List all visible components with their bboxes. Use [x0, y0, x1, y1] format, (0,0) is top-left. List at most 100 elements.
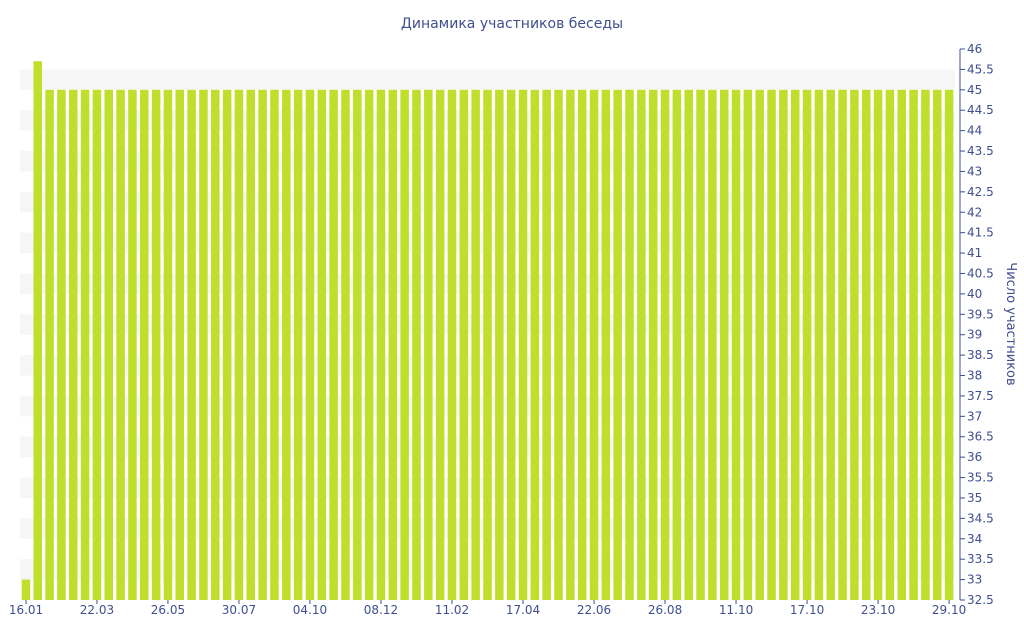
- y-tick-label: 45: [967, 83, 982, 97]
- x-tick-label: 26.08: [648, 603, 682, 617]
- bar: [447, 89, 457, 600]
- bar: [92, 89, 102, 600]
- bar: [802, 89, 812, 600]
- y-tick-label: 34: [967, 532, 982, 546]
- y-tick-label: 36: [967, 450, 982, 464]
- bar: [637, 89, 646, 600]
- y-tick-label: 44: [967, 124, 982, 138]
- bar: [151, 89, 161, 600]
- bar: [376, 89, 386, 600]
- bar: [116, 89, 125, 600]
- y-tick-label: 41: [967, 246, 982, 260]
- bar: [577, 89, 587, 600]
- bar: [660, 89, 670, 600]
- y-tick-label: 33: [967, 573, 982, 587]
- bar: [258, 89, 267, 600]
- y-axis-ticks: 32.5 33 33.5 34 34.5 35 35.5 36 36.5 37 37.5 38 38.5…: [960, 42, 994, 607]
- bar: [293, 89, 303, 600]
- bar: [731, 89, 741, 600]
- bar: [885, 89, 895, 600]
- bar: [140, 89, 149, 600]
- y-tick-label: 38: [967, 369, 982, 383]
- bar: [530, 89, 540, 600]
- bar: [282, 89, 291, 600]
- bar: [45, 89, 54, 600]
- bar: [944, 89, 954, 600]
- y-tick-label: 43: [967, 164, 982, 178]
- x-tick-label: 04.10: [293, 603, 327, 617]
- bar: [826, 89, 835, 600]
- bar: [861, 89, 871, 600]
- x-tick-label: 17.10: [790, 603, 824, 617]
- bar: [743, 89, 753, 600]
- bar: [329, 89, 338, 600]
- bar: [790, 89, 800, 600]
- bar: [779, 89, 788, 600]
- bar: [495, 89, 504, 600]
- bar: [364, 89, 374, 600]
- bar: [175, 89, 185, 600]
- bar: [388, 89, 398, 600]
- bar: [104, 89, 114, 600]
- bar: [601, 89, 611, 600]
- bar: [270, 89, 279, 600]
- bar: [506, 89, 516, 600]
- bar: [850, 89, 859, 600]
- bar: [589, 89, 599, 600]
- y-tick-label: 36.5: [967, 430, 994, 444]
- y-tick-label: 42: [967, 205, 982, 219]
- bar: [187, 89, 196, 600]
- y-tick-label: 37.5: [967, 389, 994, 403]
- bar: [648, 89, 658, 600]
- x-tick-label: 11.02: [435, 603, 469, 617]
- y-tick-label: 40: [967, 287, 982, 301]
- y-tick-label: 35.5: [967, 471, 994, 485]
- y-tick-label: 40.5: [967, 266, 994, 280]
- y-tick-label: 41.5: [967, 226, 994, 240]
- x-tick-label: 16.01: [9, 603, 43, 617]
- bar: [234, 89, 244, 600]
- x-tick-label: 08.12: [364, 603, 398, 617]
- y-tick-label: 46: [967, 42, 982, 56]
- bar: [471, 89, 480, 600]
- bar: [211, 89, 220, 600]
- bar: [222, 89, 232, 600]
- bar: [246, 89, 256, 600]
- bar: [33, 61, 43, 601]
- bar: [199, 89, 208, 600]
- x-tick-label: 17.04: [506, 603, 540, 617]
- bar: [873, 89, 883, 600]
- y-tick-label: 42.5: [967, 185, 994, 199]
- bar: [932, 89, 942, 600]
- bar: [921, 89, 930, 600]
- y-tick-label: 43.5: [967, 144, 994, 158]
- x-tick-label: 11.10: [719, 603, 753, 617]
- bar: [69, 89, 78, 600]
- y-tick-label: 44.5: [967, 103, 994, 117]
- y-tick-label: 37: [967, 409, 982, 423]
- y-tick-label: 39: [967, 328, 982, 342]
- x-tick-label: 23.10: [861, 603, 895, 617]
- bar: [566, 89, 575, 600]
- bar: [554, 89, 563, 600]
- x-tick-label: 29.10: [932, 603, 966, 617]
- bar: [684, 89, 693, 600]
- bar: [613, 89, 622, 600]
- bar: [708, 89, 717, 600]
- x-tick-label: 30.07: [222, 603, 256, 617]
- bar: [542, 89, 551, 600]
- bar: [424, 89, 433, 600]
- bar: [435, 89, 445, 600]
- bar: [305, 89, 315, 600]
- x-tick-label: 22.06: [577, 603, 611, 617]
- bar: [625, 89, 634, 600]
- bar: [341, 89, 350, 600]
- bar: [400, 89, 409, 600]
- bar: [897, 89, 906, 600]
- bar: [128, 89, 137, 600]
- bar: [317, 89, 327, 600]
- y-tick-label: 32.5: [967, 593, 994, 607]
- y-tick-label: 33.5: [967, 552, 994, 566]
- bar: [21, 579, 31, 600]
